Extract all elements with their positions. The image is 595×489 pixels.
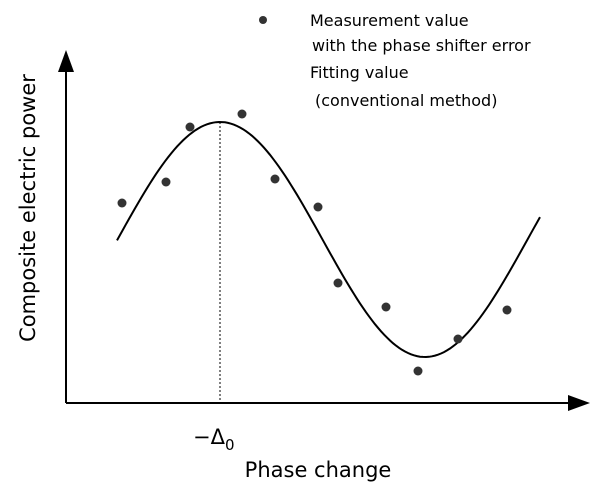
fit-curve <box>116 120 541 359</box>
legend-text: Measurement value <box>310 11 469 30</box>
point <box>381 302 391 312</box>
y-arrow <box>58 50 74 72</box>
point <box>270 174 280 184</box>
measurement-points <box>117 109 512 376</box>
point <box>185 122 195 132</box>
point <box>502 305 512 315</box>
point <box>237 109 247 119</box>
x-arrow <box>568 395 590 411</box>
legend-text: with the phase shifter error <box>312 36 531 55</box>
legend-text: Fitting value <box>310 63 409 82</box>
point <box>333 278 343 288</box>
point <box>453 334 463 344</box>
point <box>413 366 423 376</box>
peak-label: −Δ0 <box>193 425 235 454</box>
point <box>161 177 171 187</box>
x-label: Phase change <box>245 458 392 482</box>
legend-dot <box>259 16 267 24</box>
y-label: Composite electric power <box>16 74 40 342</box>
point <box>117 198 127 208</box>
point <box>313 202 323 212</box>
legend-text: (conventional method) <box>315 91 497 110</box>
